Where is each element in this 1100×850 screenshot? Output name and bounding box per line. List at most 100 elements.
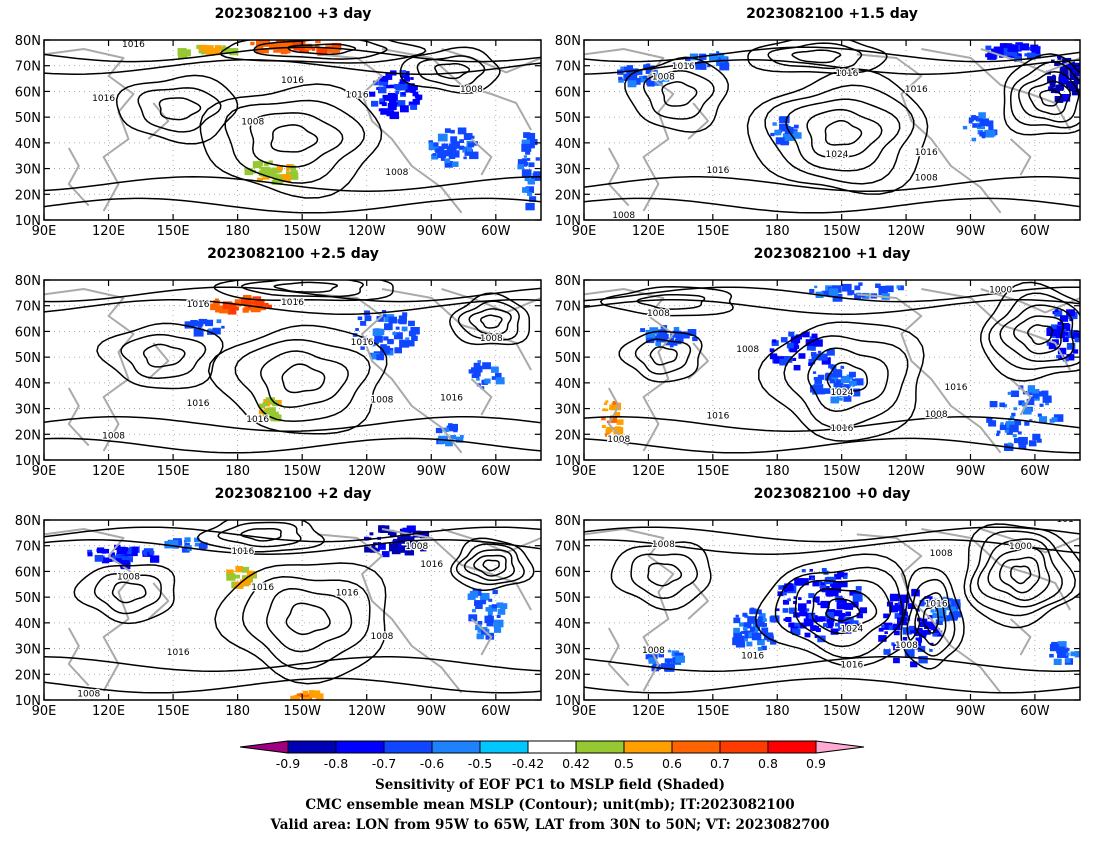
sensitivity-shading <box>412 85 418 91</box>
sensitivity-shading <box>314 44 320 49</box>
coastline <box>607 147 630 207</box>
sensitivity-shading <box>602 408 606 412</box>
sensitivity-shading <box>1058 355 1065 360</box>
contour-label: 1016 <box>231 547 254 557</box>
lon-label: 90W <box>956 704 986 719</box>
sensitivity-shading <box>919 621 927 628</box>
caption-line-2: CMC ensemble mean MSLP (Contour); unit(m… <box>305 797 795 813</box>
sensitivity-shading <box>458 145 465 150</box>
sensitivity-shading <box>647 80 655 87</box>
mslp-contour <box>115 74 239 145</box>
sensitivity-shading <box>1045 402 1049 406</box>
sensitivity-shading <box>1008 442 1012 446</box>
sensitivity-shading <box>660 663 667 668</box>
sensitivity-shading <box>798 603 807 611</box>
sensitivity-shading <box>382 314 387 318</box>
sensitivity-shading <box>899 611 908 619</box>
mslp-contour <box>584 437 1080 454</box>
sensitivity-shading <box>649 327 659 335</box>
sensitivity-shading <box>830 396 840 404</box>
sensitivity-shading <box>814 377 823 384</box>
sensitivity-shading <box>893 657 900 664</box>
mslp-contour <box>1010 565 1032 585</box>
sensitivity-shading <box>405 337 410 341</box>
sensitivity-shading <box>991 48 998 55</box>
caption-line-3: Valid area: LON from 95W to 65W, LAT fro… <box>270 817 830 833</box>
lon-label: 150W <box>283 464 321 479</box>
sensitivity-shading <box>636 69 643 75</box>
sensitivity-shading <box>388 94 395 100</box>
sensitivity-shading <box>1059 75 1069 83</box>
sensitivity-shading <box>742 612 748 617</box>
sensitivity-shading <box>446 145 457 154</box>
sensitivity-shading <box>774 129 782 136</box>
mslp-contour <box>999 304 1075 362</box>
sensitivity-shading <box>399 105 409 113</box>
sensitivity-shading <box>838 601 843 605</box>
sensitivity-shading <box>377 86 387 94</box>
sensitivity-shading <box>1027 385 1036 392</box>
sensitivity-shading <box>529 196 537 202</box>
lat-label: 70N <box>555 300 581 315</box>
sensitivity-shading <box>303 693 312 700</box>
lat-label: 10N <box>15 214 41 229</box>
lon-label: 120E <box>632 224 665 239</box>
sensitivity-shading <box>262 174 270 180</box>
mslp-contour <box>900 566 965 670</box>
sensitivity-shading <box>1013 438 1021 444</box>
mslp-contour <box>96 322 224 390</box>
mslp-contour <box>647 562 683 587</box>
coastline <box>381 288 532 371</box>
sensitivity-shading <box>658 329 668 337</box>
sensitivity-shading <box>309 690 319 698</box>
sensitivity-shading <box>1004 429 1010 433</box>
mslp-contour <box>998 556 1041 594</box>
sensitivity-shading <box>474 600 482 606</box>
sensitivity-shading <box>1049 342 1057 349</box>
sensitivity-shading <box>606 426 613 433</box>
sensitivity-shading <box>1065 658 1071 663</box>
sensitivity-shading <box>775 137 785 145</box>
sensitivity-shading <box>485 607 492 612</box>
sensitivity-shading <box>605 408 609 412</box>
sensitivity-shading <box>843 627 852 634</box>
mslp-contour <box>584 677 1080 694</box>
sensitivity-shading <box>822 623 829 628</box>
sensitivity-shading <box>476 603 483 609</box>
sensitivity-shading <box>951 599 961 607</box>
sensitivity-shading <box>431 153 439 160</box>
sensitivity-shading <box>859 607 868 614</box>
sensitivity-shading <box>849 371 856 378</box>
coastline <box>67 387 90 447</box>
sensitivity-shading <box>770 639 777 645</box>
lat-label: 50N <box>15 591 41 606</box>
map-frame <box>43 519 542 701</box>
sensitivity-shading <box>836 379 844 386</box>
sensitivity-shading <box>286 168 290 172</box>
sensitivity-shading <box>806 600 812 604</box>
sensitivity-shading <box>837 571 844 578</box>
contour-label: 1000 <box>1009 542 1032 552</box>
sensitivity-shading <box>643 64 648 69</box>
sensitivity-shading <box>125 556 134 563</box>
sensitivity-shading <box>891 642 896 646</box>
sensitivity-shading <box>978 112 986 119</box>
lon-label: 90W <box>956 224 986 239</box>
sensitivity-shading <box>214 45 222 51</box>
sensitivity-shading <box>829 379 835 384</box>
mslp-contour <box>44 526 541 543</box>
sensitivity-shading <box>935 619 943 626</box>
contour-label: 1016 <box>840 661 863 671</box>
mslp-contour <box>584 286 1080 303</box>
sensitivity-shading <box>1012 434 1017 438</box>
sensitivity-shading <box>1018 436 1028 445</box>
sensitivity-shading <box>242 307 249 313</box>
sensitivity-shading <box>1030 44 1039 52</box>
sensitivity-shading <box>1060 93 1071 102</box>
sensitivity-shading <box>1074 334 1079 338</box>
mslp-contour <box>93 573 162 615</box>
sensitivity-shading <box>311 48 316 51</box>
sensitivity-shading <box>357 316 363 321</box>
sensitivity-shading <box>757 647 763 651</box>
sensitivity-shading <box>401 326 408 332</box>
